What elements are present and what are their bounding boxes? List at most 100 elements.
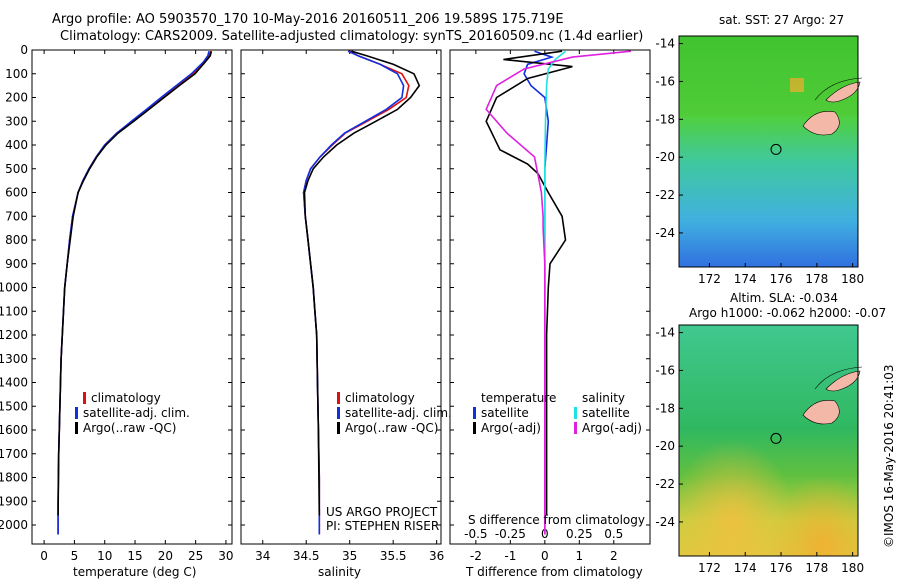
lat-tick-label: -24 — [655, 226, 675, 240]
lon-tick-label: 180 — [841, 272, 864, 286]
depth-tick-label: 100 — [5, 67, 28, 81]
sst-map-title: sat. SST: 27 Argo: 27 — [719, 13, 844, 27]
lon-tick-label: 172 — [698, 561, 721, 575]
series-line-black — [303, 50, 421, 516]
x-tick-label: 5 — [71, 549, 79, 563]
lon-tick-label: 174 — [734, 561, 757, 575]
depth-tick-label: 1400 — [0, 376, 28, 390]
t-difference-ticks: -2 -1 0 1 2 — [470, 50, 618, 563]
credit-pi: PI: STEPHEN RISER — [326, 519, 439, 533]
x-tick-label: -2 — [470, 549, 482, 563]
depth-tick-label: 300 — [5, 114, 28, 128]
depth-tick-label: 1000 — [0, 281, 28, 295]
x-tick-label: 20 — [158, 549, 173, 563]
depth-tick-label: 200 — [5, 91, 28, 105]
depth-tick-label: 1100 — [0, 304, 28, 318]
series-line-magenta — [485, 50, 632, 535]
legend-satellite-swatch — [337, 407, 340, 419]
temperature-plot: 0100200300400500600700800900100011001200… — [0, 43, 234, 579]
legend-argo: Argo(..raw -QC) — [83, 421, 176, 435]
temperature-axes — [31, 49, 233, 545]
imos-credit: ©IMOS 16-May-2016 20:41:03 — [882, 364, 896, 548]
x-tick-label: 34 — [255, 549, 270, 563]
legend-s-argo: Argo(-adj) — [582, 421, 642, 435]
legend-satellite: satellite-adj. clim. — [83, 406, 190, 420]
x-tick-label: 25 — [188, 549, 203, 563]
salinity-axes — [240, 49, 442, 545]
lat-tick-label: -18 — [655, 112, 675, 126]
x-tick-label: 1 — [575, 549, 583, 563]
sst-map: sat. SST: 27 Argo: 27 172 174 176 178 180 -14… — [655, 13, 864, 286]
difference-plot: -2 -1 0 1 2 -0.5 -0.25 0 0.25 0.5 T difference f… — [449, 49, 651, 579]
legend-t-satellite: satellite — [481, 406, 529, 420]
x-tick-label: 0 — [40, 549, 48, 563]
argo-float-marker — [770, 432, 782, 444]
depth-tick-label: 2000 — [0, 518, 28, 532]
depth-ticks: 0 100 200 300 400 500 600 700 800 900 1000 1100 1200… — [0, 43, 232, 532]
island-vanua-levu — [825, 370, 861, 392]
x-tick-label: 35.5 — [380, 549, 407, 563]
lat-tick-label: -14 — [655, 37, 675, 51]
legend-s-satellite: satellite — [582, 406, 630, 420]
depth-tick-label: 1600 — [0, 423, 28, 437]
depth-tick-label: 1700 — [0, 447, 28, 461]
series-line-black — [57, 51, 213, 516]
salinity-legend: climatology satellite-adj. clim. Argo(..… — [337, 391, 452, 435]
sla-high-patch-east — [679, 325, 858, 556]
lat-tick-label: -18 — [655, 401, 675, 415]
legend-salinity-title: salinity — [582, 391, 625, 405]
depth-tick-label: 1300 — [0, 352, 28, 366]
legend-t-satellite-swatch — [473, 407, 476, 419]
sla-map-subtitle: Argo h1000: -0.062 h2000: -0.07 — [689, 306, 886, 320]
legend-s-argo-swatch — [574, 422, 577, 434]
salinity-plot: 34 34.5 35 35.5 36 salinity climatology sate… — [240, 49, 452, 579]
salinity-lines — [302, 50, 421, 535]
depth-tick-label: 800 — [5, 233, 28, 247]
lon-tick-label: 180 — [841, 561, 864, 575]
x-tick-label: 36 — [429, 549, 444, 563]
legend-satellite-swatch — [75, 407, 78, 419]
lat-tick-label: -24 — [655, 515, 675, 529]
temperature-xlabel: temperature (deg C) — [73, 565, 196, 579]
legend-climatology-swatch — [83, 392, 86, 404]
temperature-legend: climatology satellite-adj. clim. Argo(..… — [75, 391, 190, 435]
lon-tick-label: 176 — [770, 272, 793, 286]
depth-tick-label: 1800 — [0, 471, 28, 485]
legend-t-argo: Argo(-adj) — [481, 421, 541, 435]
temperature-lines — [57, 50, 213, 535]
salinity-xlabel: salinity — [318, 565, 361, 579]
legend-satellite: satellite-adj. clim. — [345, 406, 452, 420]
reef-outline — [814, 77, 863, 101]
temperature-ticks: 0 5 10 15 20 25 30 — [40, 50, 234, 563]
s-tick-label: -0.5 — [464, 527, 487, 541]
lat-tick-label: -20 — [655, 150, 675, 164]
x-tick-label: 35 — [342, 549, 357, 563]
difference-axes — [449, 49, 651, 545]
difference-yticks — [450, 49, 650, 526]
sst-map-ticks: 172 174 176 178 180 -14 -16 -18 -20 -22 -24 — [655, 37, 864, 286]
depth-tick-label: 600 — [5, 186, 28, 200]
sla-map-ticks: 172 174 176 178 180 -14 -16 -18 -20 -22 -24 — [655, 326, 864, 575]
reef-outline — [814, 366, 863, 390]
sla-map-title: Altim. SLA: -0.034 — [730, 291, 838, 305]
legend-argo: Argo(..raw -QC) — [345, 421, 438, 435]
difference-legend-temperature: temperature satellite Argo(-adj) — [473, 391, 556, 435]
x-tick-label: -1 — [504, 549, 516, 563]
figure-title-line2: Climatology: CARS2009. Satellite-adjuste… — [60, 29, 644, 44]
salinity-ticks: 34 34.5 35 35.5 36 — [255, 50, 444, 563]
x-tick-label: 10 — [97, 549, 112, 563]
x-tick-label: 30 — [218, 549, 233, 563]
lat-tick-label: -14 — [655, 326, 675, 340]
sst-warm-band — [679, 36, 858, 116]
sla-map: Altim. SLA: -0.034 Argo h1000: -0.062 h2… — [655, 291, 886, 575]
salinity-yticks — [241, 49, 441, 526]
depth-tick-label: 400 — [5, 138, 28, 152]
sst-warm-patch — [790, 78, 804, 92]
legend-argo-swatch — [75, 422, 78, 434]
t-difference-xlabel: T difference from climatology — [465, 565, 643, 579]
legend-temperature-title: temperature — [481, 391, 556, 405]
legend-climatology-swatch — [337, 392, 340, 404]
lat-tick-label: -22 — [655, 188, 675, 202]
x-tick-label: 2 — [610, 549, 618, 563]
